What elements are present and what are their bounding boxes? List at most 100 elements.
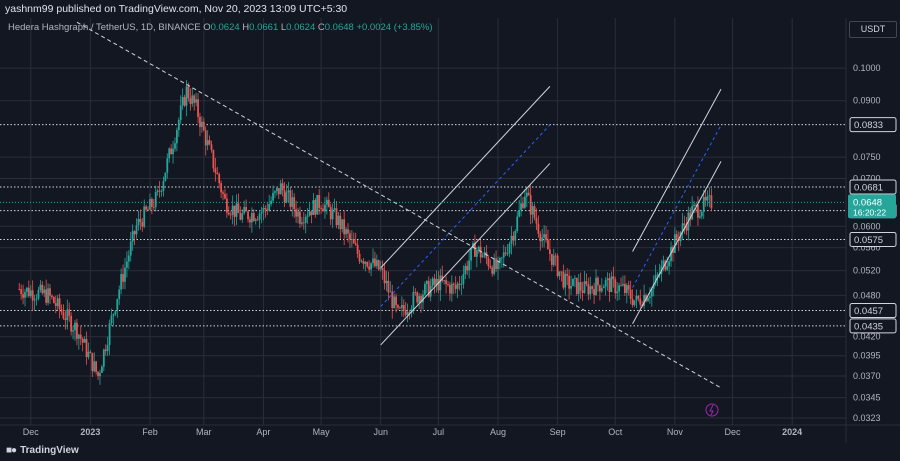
candle-body xyxy=(639,298,642,305)
candle-body xyxy=(406,312,409,315)
candle-body xyxy=(539,233,542,242)
level-label-box xyxy=(849,303,897,319)
candle-body xyxy=(216,172,219,175)
candle-body xyxy=(681,223,684,233)
candle-body xyxy=(616,291,619,294)
currency-button[interactable]: USDT xyxy=(849,21,897,38)
candle-body xyxy=(185,86,188,106)
candle-body xyxy=(316,195,319,215)
candle-body xyxy=(533,206,536,218)
candle-body xyxy=(460,284,463,285)
time-tick-label: Apr xyxy=(256,427,270,437)
candle-body xyxy=(479,246,482,258)
time-tick-label: Dec xyxy=(725,427,742,437)
candle-body xyxy=(304,216,307,223)
candle-body xyxy=(404,309,407,315)
candle-body xyxy=(366,261,369,267)
candle-body xyxy=(349,233,351,240)
candle-body xyxy=(389,291,392,293)
candle-body xyxy=(337,215,340,226)
candle-body xyxy=(541,237,544,242)
candle-body xyxy=(489,265,492,268)
candle-body xyxy=(158,190,161,192)
candle-body xyxy=(568,275,571,289)
candle-body xyxy=(354,243,357,245)
candle-body xyxy=(560,271,563,273)
candle-body xyxy=(156,190,159,192)
candle-body xyxy=(685,225,688,231)
candle-body xyxy=(229,214,232,216)
candle-body xyxy=(302,222,305,224)
candle-body xyxy=(274,191,276,193)
candle-body xyxy=(60,309,63,313)
candle-body xyxy=(710,195,713,209)
price-chart[interactable]: 0.10000.09000.07500.07000.06000.05600.05… xyxy=(0,18,900,443)
time-tick-label: Sep xyxy=(550,427,566,437)
price-tick-label: 0.0600 xyxy=(853,221,881,231)
price-tick-label: 0.0480 xyxy=(853,290,881,300)
candle-body xyxy=(364,261,367,264)
candle-body xyxy=(518,209,521,217)
candle-body xyxy=(193,95,196,103)
candle-body xyxy=(456,283,459,289)
candle-body xyxy=(635,295,638,301)
lightning-icon xyxy=(705,403,719,417)
candle-body xyxy=(433,278,436,285)
candle-body xyxy=(345,229,347,235)
candle-body xyxy=(200,121,203,128)
candle-body xyxy=(350,238,353,240)
time-tick-label: Jul xyxy=(433,427,445,437)
candle-body xyxy=(235,203,238,217)
candle-body xyxy=(402,304,405,310)
candle-body xyxy=(510,235,513,244)
candle-body xyxy=(295,209,297,217)
candle-body xyxy=(27,287,30,297)
candle-body xyxy=(604,280,607,287)
candle-body xyxy=(397,305,399,308)
candle-body xyxy=(514,230,517,241)
price-tick-label: 0.0560 xyxy=(853,243,881,253)
candle-body xyxy=(145,206,148,210)
time-tick-label: 2024 xyxy=(782,427,802,437)
candle-body xyxy=(547,240,549,250)
candle-body xyxy=(181,97,184,106)
publish-info-bar: yashnm99 published on TradingView.com, N… xyxy=(0,0,900,18)
price-tick-label: 0.0520 xyxy=(853,266,881,276)
candle-body xyxy=(525,192,528,197)
candle-body xyxy=(187,86,190,99)
level-label: 0.0457 xyxy=(854,306,883,317)
candle-body xyxy=(101,366,103,373)
price-tick-label: 0.0700 xyxy=(853,174,881,184)
candle-body xyxy=(214,168,217,173)
channel-lower-line xyxy=(632,161,722,324)
candle-body xyxy=(437,279,440,291)
last-price-value: 0.0648 xyxy=(853,197,882,208)
candle-body xyxy=(93,361,96,372)
candle-body xyxy=(537,223,540,234)
tradingview-brand[interactable]: ■● TradingView xyxy=(6,445,79,456)
candle-body xyxy=(495,258,497,270)
candle-body xyxy=(72,330,74,332)
candle-body xyxy=(241,213,244,220)
candle-body xyxy=(464,266,467,275)
candle-body xyxy=(250,213,253,223)
candle-body xyxy=(554,255,557,257)
candle-body xyxy=(425,280,428,284)
candle-body xyxy=(41,284,44,294)
candle-body xyxy=(116,299,119,312)
candle-body xyxy=(573,277,576,279)
candle-body xyxy=(549,249,551,254)
candle-body xyxy=(64,318,67,321)
candle-body xyxy=(252,213,255,221)
candle-body xyxy=(598,285,601,292)
candle-body xyxy=(504,252,507,254)
candle-body xyxy=(693,204,696,207)
close-value: 0.0648 xyxy=(324,22,354,33)
candle-body xyxy=(445,280,447,285)
candle-body xyxy=(589,286,592,295)
candle-body xyxy=(556,255,559,277)
high-value: 0.0661 xyxy=(249,22,279,33)
candle-body xyxy=(506,253,509,255)
candle-body xyxy=(179,105,182,120)
chart-area[interactable]: 0.1000 0.0900 0.0750 0.0700 0.0600 0.0560 0.05… xyxy=(0,18,900,443)
